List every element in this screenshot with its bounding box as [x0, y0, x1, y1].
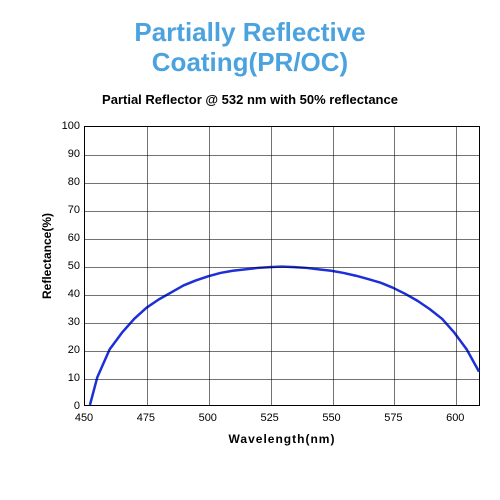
gridline-horizontal — [85, 239, 479, 240]
main-title-line2: Coating(PR/OC) — [0, 48, 500, 78]
gridline-vertical — [271, 127, 272, 405]
y-tick-label: 40 — [54, 288, 80, 300]
y-axis-label: Reflectance(%) — [40, 196, 54, 316]
y-tick-label: 60 — [54, 232, 80, 244]
x-tick-label: 575 — [384, 412, 402, 424]
gridline-horizontal — [85, 323, 479, 324]
y-tick-label: 50 — [54, 260, 80, 272]
gridline-horizontal — [85, 351, 479, 352]
x-tick-label: 450 — [75, 412, 93, 424]
y-tick-label: 100 — [54, 120, 80, 132]
figure-container: Partially Reflective Coating(PR/OC) Part… — [0, 0, 500, 500]
gridline-vertical — [394, 127, 395, 405]
gridline-horizontal — [85, 379, 479, 380]
y-tick-label: 30 — [54, 316, 80, 328]
gridline-horizontal — [85, 295, 479, 296]
y-tick-label: 20 — [54, 344, 80, 356]
y-tick-label: 10 — [54, 372, 80, 384]
gridline-vertical — [209, 127, 210, 405]
x-tick-label: 600 — [446, 412, 464, 424]
y-tick-label: 90 — [54, 148, 80, 160]
plot-area — [84, 126, 480, 406]
reflectance-curve — [85, 127, 479, 405]
gridline-vertical — [147, 127, 148, 405]
gridline-horizontal — [85, 211, 479, 212]
reflectance-line — [90, 267, 479, 405]
y-tick-label: 70 — [54, 204, 80, 216]
x-tick-label: 475 — [137, 412, 155, 424]
x-tick-label: 525 — [260, 412, 278, 424]
gridline-horizontal — [85, 155, 479, 156]
x-tick-label: 550 — [322, 412, 340, 424]
gridline-horizontal — [85, 183, 479, 184]
y-tick-label: 0 — [54, 400, 80, 412]
gridline-vertical — [456, 127, 457, 405]
y-tick-label: 80 — [54, 176, 80, 188]
chart-subtitle: Partial Reflector @ 532 nm with 50% refl… — [0, 92, 500, 107]
gridline-vertical — [333, 127, 334, 405]
x-axis-label: Wavelength(nm) — [84, 432, 480, 446]
x-tick-label: 500 — [199, 412, 217, 424]
main-title-line1: Partially Reflective — [0, 18, 500, 48]
gridline-horizontal — [85, 267, 479, 268]
main-title: Partially Reflective Coating(PR/OC) — [0, 0, 500, 78]
